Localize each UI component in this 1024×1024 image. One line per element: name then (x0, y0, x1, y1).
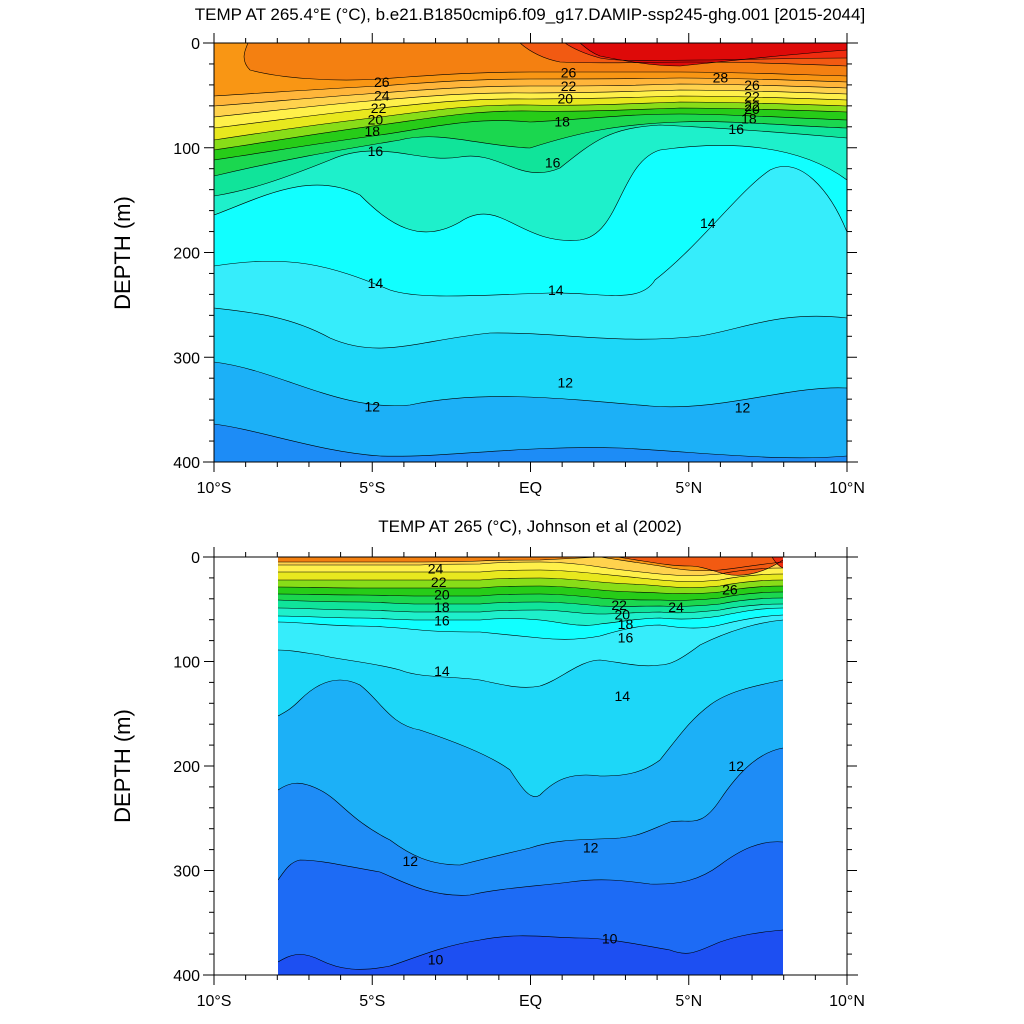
contour-label: 18 (618, 616, 634, 632)
contour-label: 18 (434, 599, 450, 615)
y-tick-label: 200 (173, 246, 200, 263)
contour-label: 22 (744, 98, 760, 114)
panel-bottom-contour-lines (278, 557, 783, 970)
contour-label: 12 (735, 400, 751, 416)
panel-bottom-title: TEMP AT 265 (°C), Johnson et al (2002) (378, 517, 682, 536)
contour-label: 14 (614, 688, 630, 704)
contour-label: 20 (368, 111, 384, 127)
contour-label: 12 (558, 374, 574, 390)
contour-label: 22 (431, 574, 447, 590)
contour-label: 16 (434, 613, 450, 629)
panel-top-title: TEMP AT 265.4°E (°C), b.e21.B1850cmip6.f… (195, 5, 865, 24)
y-tick-label: 300 (173, 864, 200, 881)
contour-label: 18 (364, 123, 380, 139)
contour-label: 26 (722, 581, 738, 597)
y-tick-label: 0 (191, 36, 200, 53)
x-tick-label: EQ (519, 993, 542, 1010)
panel-bottom-ticks: 10°S 5°S EQ 5°N 10°N 0 100 200 300 400 (173, 547, 865, 1010)
y-tick-label: 300 (173, 350, 200, 367)
contour-label: 26 (374, 74, 390, 90)
contour-label: 12 (402, 853, 418, 869)
contour-label: 18 (741, 110, 757, 126)
contour-label: 24 (428, 560, 444, 576)
contour-label: 20 (558, 91, 574, 107)
y-tick-label: 400 (173, 968, 200, 985)
contour-label: 24 (374, 87, 390, 103)
contour-label: 26 (744, 77, 760, 93)
x-tick-label: 10°S (197, 993, 232, 1010)
panel-top: TEMP AT 265.4°E (°C), b.e21.B1850cmip6.f… (110, 5, 865, 497)
contour-label: 16 (618, 629, 634, 645)
panel-bottom-fill (278, 557, 783, 975)
y-tick-label: 0 (191, 550, 200, 567)
x-tick-label: 5°S (359, 993, 385, 1010)
panel-top-ticks: 10°S 5°S EQ 5°N 10°N 0 100 200 300 400 (173, 33, 865, 497)
x-tick-label: 5°N (675, 480, 702, 497)
contour-label: 24 (668, 599, 684, 615)
y-tick-label: 100 (173, 655, 200, 672)
contour-label: 22 (611, 597, 627, 613)
panel-top-y-axis-label: DEPTH (m) (110, 196, 135, 310)
x-tick-label: EQ (519, 480, 542, 497)
x-tick-label: 10°N (829, 993, 865, 1010)
contour-label: 20 (434, 587, 450, 603)
panel-top-contour-lines (214, 43, 847, 459)
contour-label: 14 (368, 275, 384, 291)
panel-bottom: TEMP AT 265 (°C), Johnson et al (2002) (110, 517, 865, 1010)
contour-label: 12 (728, 758, 744, 774)
x-tick-label: 10°N (829, 480, 865, 497)
contour-label: 20 (744, 101, 760, 117)
contour-label: 16 (728, 121, 744, 137)
panel-bottom-y-axis-label: DEPTH (m) (110, 709, 135, 823)
contour-label: 16 (368, 143, 384, 159)
contour-label: 26 (561, 64, 577, 80)
contour-label: 22 (744, 88, 760, 104)
panel-bottom-layer-25 (278, 557, 600, 562)
contour-label: 12 (583, 840, 599, 856)
y-tick-label: 400 (173, 455, 200, 472)
panel-top-fill (214, 43, 847, 462)
contour-label: 12 (364, 398, 380, 414)
contour-label: 14 (548, 282, 564, 298)
contour-label: 10 (602, 930, 618, 946)
contour-label: 14 (434, 663, 450, 679)
contour-label: 18 (554, 114, 570, 130)
contour-label: 14 (700, 215, 716, 231)
contour-label: 22 (371, 100, 387, 116)
x-tick-label: 10°S (197, 480, 232, 497)
contour-label: 10 (428, 951, 444, 967)
y-tick-label: 200 (173, 759, 200, 776)
contour-label: 22 (561, 78, 577, 94)
x-tick-label: 5°N (675, 993, 702, 1010)
contour-label: 28 (713, 70, 729, 86)
contour-label: 20 (614, 606, 630, 622)
x-tick-label: 5°S (359, 480, 385, 497)
y-tick-label: 100 (173, 141, 200, 158)
contour-label: 16 (545, 154, 561, 170)
